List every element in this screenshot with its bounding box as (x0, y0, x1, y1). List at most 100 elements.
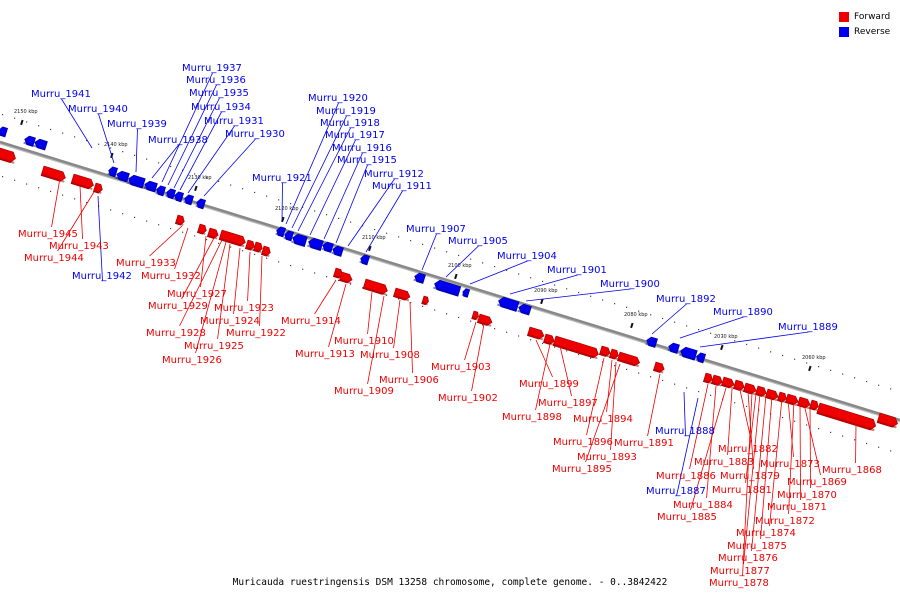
gene-feature[interactable] (471, 310, 480, 321)
gene-label[interactable]: Murru_1889 (778, 322, 838, 333)
gene-label[interactable]: Murru_1938 (148, 135, 208, 146)
gene-feature[interactable] (291, 233, 308, 248)
gene-label[interactable]: Murru_1894 (573, 414, 633, 425)
gene-feature[interactable] (695, 352, 707, 364)
gene-feature[interactable] (218, 229, 247, 248)
gene-label[interactable]: Murru_1920 (308, 93, 368, 104)
gene-label[interactable]: Murru_1932 (141, 271, 201, 282)
gene-label[interactable]: Murru_1922 (226, 328, 286, 339)
gene-feature[interactable] (476, 313, 493, 327)
gene-feature[interactable] (742, 382, 757, 396)
gene-label[interactable]: Murru_1939 (107, 119, 167, 130)
gene-feature[interactable] (165, 188, 177, 200)
gene-feature[interactable] (542, 333, 555, 346)
gene-feature[interactable] (517, 303, 532, 316)
gene-label[interactable]: Murru_1924 (200, 316, 260, 327)
gene-label[interactable]: Murru_1930 (225, 129, 285, 140)
gene-label[interactable]: Murru_1919 (316, 106, 376, 117)
gene-label[interactable]: Murru_1891 (614, 438, 674, 449)
gene-feature[interactable] (338, 271, 353, 285)
gene-label[interactable]: Murru_1873 (760, 459, 820, 470)
gene-feature[interactable] (702, 372, 713, 384)
gene-label[interactable]: Murru_1923 (214, 303, 274, 314)
gene-label[interactable]: Murru_1876 (718, 553, 778, 564)
gene-label[interactable]: Murru_1868 (822, 465, 882, 476)
gene-feature[interactable] (764, 388, 779, 402)
gene-label[interactable]: Murru_1901 (547, 265, 607, 276)
gene-feature[interactable] (331, 245, 344, 257)
gene-feature[interactable] (143, 180, 158, 193)
gene-feature[interactable] (598, 345, 611, 358)
gene-feature[interactable] (754, 385, 767, 398)
gene-label[interactable]: Murru_1915 (337, 155, 397, 166)
gene-feature[interactable] (155, 185, 167, 197)
gene-label[interactable]: Murru_1881 (712, 485, 772, 496)
gene-label[interactable]: Murru_1911 (372, 181, 432, 192)
gene-label[interactable]: Murru_1944 (24, 253, 84, 264)
gene-label[interactable]: Murru_1902 (438, 393, 498, 404)
gene-label[interactable]: Murru_1928 (146, 328, 206, 339)
gene-feature[interactable] (608, 348, 619, 360)
gene-feature[interactable] (876, 412, 899, 429)
gene-label[interactable]: Murru_1887 (646, 486, 706, 497)
gene-feature[interactable] (667, 342, 680, 354)
gene-label[interactable]: Murru_1937 (182, 63, 242, 74)
gene-feature[interactable] (616, 351, 641, 368)
gene-label[interactable]: Murru_1927 (167, 289, 227, 300)
gene-feature[interactable] (332, 267, 343, 279)
gene-feature[interactable] (816, 402, 878, 432)
gene-feature[interactable] (461, 288, 471, 298)
gene-feature[interactable] (421, 295, 430, 306)
gene-label[interactable]: Murru_1877 (710, 566, 770, 577)
gene-label[interactable]: Murru_1892 (656, 294, 716, 305)
gene-feature[interactable] (127, 174, 146, 189)
gene-label[interactable]: Murru_1942 (72, 271, 132, 282)
gene-feature[interactable] (362, 278, 389, 296)
gene-feature[interactable] (720, 376, 735, 390)
gene-feature[interactable] (283, 230, 295, 242)
gene-feature[interactable] (645, 336, 658, 348)
gene-label[interactable]: Murru_1896 (553, 437, 613, 448)
gene-label[interactable]: Murru_1909 (334, 386, 394, 397)
gene-label[interactable]: Murru_1929 (148, 301, 208, 312)
gene-feature[interactable] (40, 165, 67, 183)
gene-label[interactable]: Murru_1925 (184, 341, 244, 352)
gene-label[interactable]: Murru_1879 (720, 471, 780, 482)
gene-label[interactable]: Murru_1869 (787, 477, 847, 488)
gene-label[interactable]: Murru_1883 (694, 457, 754, 468)
gene-label[interactable]: Murru_1905 (448, 236, 508, 247)
gene-feature[interactable] (679, 346, 698, 361)
gene-feature[interactable] (92, 182, 103, 194)
gene-feature[interactable] (413, 272, 426, 284)
gene-label[interactable]: Murru_1893 (577, 452, 637, 463)
gene-feature[interactable] (321, 241, 334, 253)
gene-label[interactable]: Murru_1910 (334, 336, 394, 347)
gene-label[interactable]: Murru_1871 (767, 502, 827, 513)
gene-feature[interactable] (195, 198, 207, 210)
gene-feature[interactable] (433, 279, 462, 297)
gene-feature[interactable] (115, 170, 130, 183)
gene-label[interactable]: Murru_1912 (364, 169, 424, 180)
gene-label[interactable]: Murru_1906 (379, 375, 439, 386)
gene-label[interactable]: Murru_1931 (204, 116, 264, 127)
gene-feature[interactable] (260, 245, 271, 257)
gene-label[interactable]: Murru_1875 (727, 541, 787, 552)
gene-label[interactable]: Murru_1885 (657, 512, 717, 523)
gene-feature[interactable] (206, 227, 219, 240)
gene-feature[interactable] (526, 326, 545, 341)
gene-label[interactable]: Murru_1935 (189, 88, 249, 99)
gene-feature[interactable] (183, 194, 195, 206)
gene-feature[interactable] (23, 135, 36, 147)
gene-label[interactable]: Murru_1914 (281, 316, 341, 327)
gene-feature[interactable] (70, 173, 95, 191)
gene-label[interactable]: Murru_1899 (519, 379, 579, 390)
gene-label[interactable]: Murru_1904 (497, 251, 557, 262)
gene-feature[interactable] (174, 214, 185, 226)
gene-feature[interactable] (196, 223, 207, 235)
gene-feature[interactable] (307, 237, 324, 252)
gene-feature[interactable] (359, 254, 371, 266)
gene-label[interactable]: Murru_1907 (406, 224, 466, 235)
gene-feature[interactable] (0, 147, 17, 164)
gene-label[interactable]: Murru_1884 (673, 500, 733, 511)
gene-label[interactable]: Murru_1917 (325, 130, 385, 141)
